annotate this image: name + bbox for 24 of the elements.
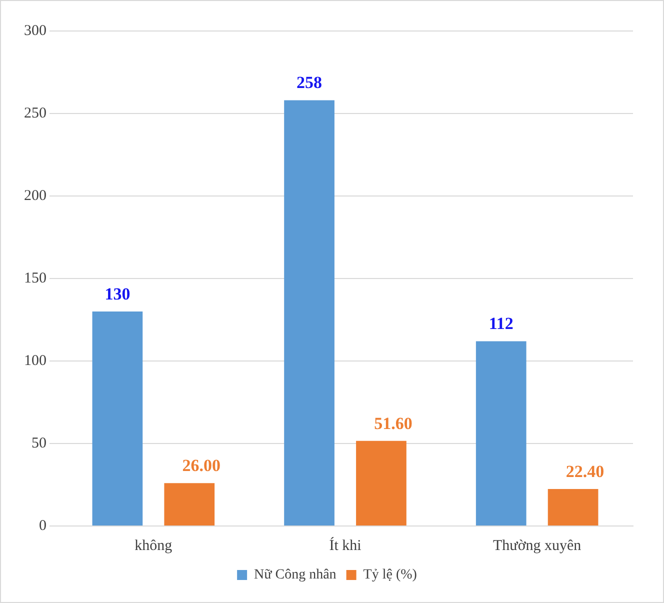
data-label: 26.00 xyxy=(182,456,221,475)
y-tick-label: 300 xyxy=(24,22,46,39)
y-tick-label: 200 xyxy=(24,188,46,204)
data-label: 22.40 xyxy=(566,462,604,481)
bar xyxy=(92,312,143,526)
data-label: 51.60 xyxy=(374,414,412,433)
y-tick-label: 100 xyxy=(24,352,46,369)
y-tick-label: 250 xyxy=(24,105,46,122)
legend-label: Tỷ lệ (%) xyxy=(363,568,418,583)
data-label: 130 xyxy=(104,284,130,304)
bar xyxy=(164,483,215,526)
x-tick-label: không xyxy=(134,538,173,554)
bar xyxy=(476,341,526,526)
y-tick-label: 50 xyxy=(32,435,46,452)
bar xyxy=(548,489,598,526)
y-tick-label: 150 xyxy=(24,270,46,286)
legend-label: Nữ Công nhân xyxy=(254,568,336,583)
data-label: 112 xyxy=(488,314,514,334)
bar xyxy=(284,100,334,526)
bar xyxy=(356,440,406,526)
data-label: 258 xyxy=(296,73,322,92)
x-tick-label: Ít khi xyxy=(329,536,362,554)
x-tick-label: Thường xuyên xyxy=(493,538,582,554)
y-tick-label: 0 xyxy=(39,518,46,534)
